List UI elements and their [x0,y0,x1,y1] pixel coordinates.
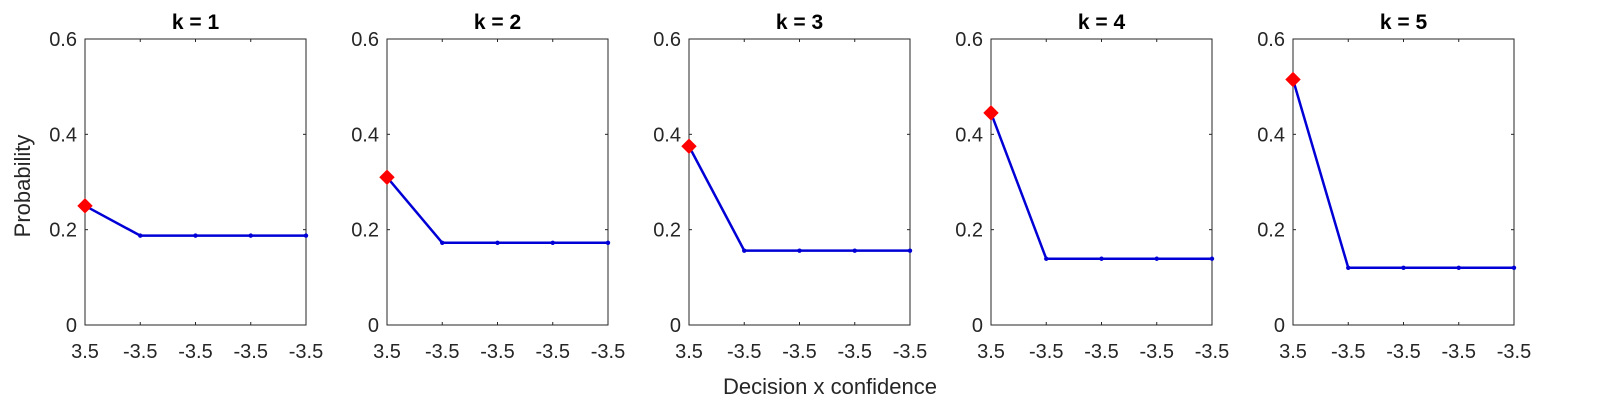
series-line [687,145,910,252]
y-tick-label: 0.4 [351,124,379,146]
data-point-highlight [77,198,93,214]
data-point [907,248,913,253]
panel-title: k = 1 [172,11,220,34]
series-line [1291,79,1514,270]
y-tick-label: 0.6 [955,29,983,51]
y-tick-label: 0 [66,315,77,337]
data-point [495,240,500,245]
data-point-highlight [1285,71,1301,88]
x-tick-label: -3.5 [123,341,157,363]
y-tick-label: 0.4 [653,124,681,146]
x-tick-label: -3.5 [234,341,268,363]
y-tick-label: 0 [972,315,983,337]
subplot-k3: k = 3 0 0.2 0.4 0.6 3.5 -3.5 -3.5 -3.5 -3.5 [653,11,927,363]
x-tick-label: -3.5 [1386,341,1420,363]
axes-box [990,38,1213,326]
data-point [1044,256,1049,261]
y-tick-label: 0.6 [653,29,681,51]
subplot-k5: k = 5 0 0.2 0.4 0.6 3.5 -3.5 -3.5 -3.5 -3.5 [1257,11,1531,363]
data-point [550,240,555,245]
panel-title: k = 5 [1380,11,1428,34]
data-point [1346,265,1351,270]
data-point [303,233,309,238]
x-tick-label: -3.5 [838,341,872,363]
y-tick-label: 0.4 [49,124,77,146]
panel-title: k = 2 [474,11,521,34]
panel-title: k = 3 [776,11,823,34]
series-line [386,176,608,245]
data-point-highlight [681,138,697,154]
data-point [440,240,445,245]
y-tick-label: 0 [368,315,379,337]
data-point [1456,265,1461,270]
series-line [84,204,306,237]
x-tick-label: 3.5 [675,341,703,363]
data-point [797,248,802,253]
data-point [248,233,253,238]
subplot-k4: k = 4 0 0.2 0.4 0.6 3.5 -3.5 -3.5 -3.5 -3.5 [955,11,1229,363]
y-tick-label: 0.2 [351,220,379,242]
x-tick-label: -3.5 [1442,341,1476,363]
panel-title: k = 4 [1078,11,1126,34]
data-point [852,248,857,253]
x-axis-label: Decision x confidence [723,374,937,399]
x-tick-label: 3.5 [71,341,99,363]
y-tick-label: 0.4 [955,124,983,146]
axes-box [386,38,609,326]
x-tick-label: -3.5 [893,341,927,363]
y-tick-label: 0 [670,315,681,337]
axes-box [1292,38,1515,326]
x-tick-label: -3.5 [289,341,323,363]
y-tick-label: 0.6 [1257,29,1285,51]
data-point [1209,256,1215,261]
y-tick-label: 0 [1274,315,1285,337]
x-tick-label: -3.5 [178,341,212,363]
y-tick-label: 0.2 [955,220,983,242]
x-tick-label: 3.5 [1279,341,1307,363]
x-tick-label: -3.5 [591,341,625,363]
data-point [605,240,611,245]
x-tick-label: -3.5 [1140,341,1174,363]
data-point [1511,265,1517,270]
data-point [1401,265,1406,270]
x-tick-label: -3.5 [425,341,459,363]
x-tick-label: 3.5 [977,341,1005,363]
data-point [1099,256,1104,261]
y-axis-label: Probability [10,135,35,238]
x-tick-label: -3.5 [536,341,570,363]
x-tick-label: -3.5 [1195,341,1229,363]
y-tick-label: 0.6 [49,29,77,51]
axes-box [84,38,307,326]
subplot-k1: k = 1 0 0.2 0.4 0.6 3.5 -3.5 -3.5 -3.5 -3.5 [49,11,323,363]
x-tick-label: -3.5 [1331,341,1365,363]
data-point [1154,256,1159,261]
y-tick-label: 0.4 [1257,124,1285,146]
x-tick-label: -3.5 [480,341,514,363]
x-tick-label: -3.5 [782,341,816,363]
y-tick-label: 0.2 [653,220,681,242]
data-point-highlight [983,105,999,121]
data-point [742,248,747,253]
y-tick-label: 0.2 [49,220,77,242]
data-point-highlight [379,169,395,185]
subplot-k2: k = 2 0 0.2 0.4 0.6 3.5 -3.5 -3.5 -3.5 -3.5 [351,11,625,363]
x-tick-label: -3.5 [1084,341,1118,363]
y-tick-label: 0.2 [1257,220,1285,242]
y-tick-label: 0.6 [351,29,379,51]
x-tick-label: -3.5 [1497,341,1531,363]
data-point [138,233,143,238]
x-tick-label: -3.5 [1029,341,1063,363]
x-tick-label: 3.5 [373,341,401,363]
axes-box [688,38,911,326]
subplot-panels: k = 1 0 0.2 0.4 0.6 3.5 -3.5 -3.5 -3.5 -3.5 k = 2 0… [49,11,1531,363]
data-point [193,233,198,238]
series-line [989,112,1212,260]
x-tick-label: -3.5 [727,341,761,363]
